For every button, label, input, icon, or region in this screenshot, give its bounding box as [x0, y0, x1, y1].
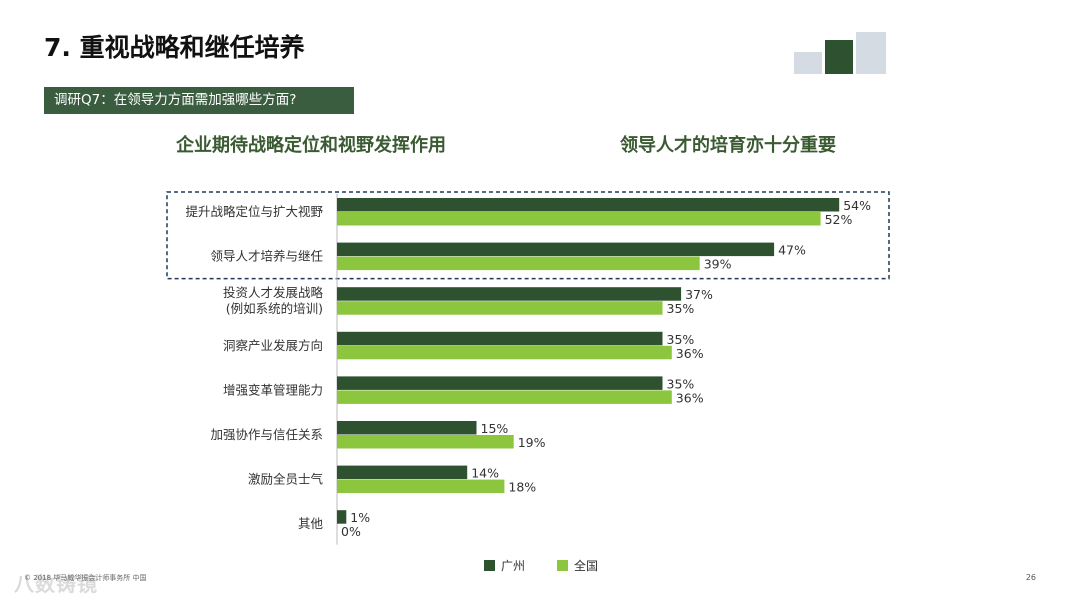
data-label: 18%	[508, 480, 536, 495]
category-label: 投资人才发展战略	[223, 285, 324, 300]
logo-bar-3	[856, 32, 886, 74]
category-label: (例如系统的培训)	[226, 301, 323, 316]
bar-national	[337, 212, 821, 226]
bar-national	[337, 301, 663, 315]
data-label: 35%	[667, 301, 695, 316]
legend-swatch-guangzhou	[484, 560, 495, 571]
data-label: 1%	[350, 510, 370, 525]
data-label: 15%	[481, 421, 509, 436]
chart-legend: 广州 全国	[484, 557, 624, 574]
bar-guangzhou	[337, 242, 775, 257]
data-label: 0%	[341, 524, 361, 539]
bar-guangzhou	[337, 287, 682, 301]
data-label: 36%	[676, 390, 704, 405]
watermark-text: 八数铸镜	[14, 572, 98, 596]
survey-question-banner: 调研Q7：在领导力方面需加强哪些方面?	[44, 87, 354, 114]
category-label: 激励全员士气	[248, 472, 324, 487]
bar-guangzhou	[337, 465, 468, 480]
category-label: 领导人才培养与继任	[210, 249, 323, 264]
bar-national	[337, 345, 672, 360]
category-label: 洞察产业发展方向	[223, 338, 323, 353]
category-label: 加强协作与信任关系	[210, 427, 323, 442]
category-label: 增强变革管理能力	[223, 382, 323, 397]
data-label: 36%	[676, 346, 704, 361]
logo-bar-1	[794, 52, 822, 74]
bar-national	[337, 435, 514, 449]
bar-guangzhou	[337, 198, 840, 212]
legend-label-guangzhou: 广州	[501, 559, 526, 573]
data-label: 47%	[778, 243, 806, 258]
subtitle-right: 领导人才的培育亦十分重要	[620, 135, 836, 156]
data-label: 52%	[825, 212, 853, 227]
highlight-box	[166, 191, 890, 280]
footnote: © 2018 毕马威华振会计师事务所 中国	[24, 574, 147, 582]
category-label: 其他	[298, 516, 324, 531]
data-label: 54%	[843, 198, 871, 213]
page-number: 26	[1025, 573, 1036, 582]
logo-bar-2	[825, 40, 853, 74]
legend-swatch-national	[557, 560, 569, 571]
bar-national	[337, 256, 700, 271]
data-label: 19%	[518, 435, 546, 450]
data-label: 39%	[704, 257, 732, 272]
bar-guangzhou	[337, 510, 347, 524]
bar-chart-logo-icon	[794, 32, 886, 74]
legend-label-national: 全国	[574, 559, 599, 573]
bar-national	[337, 479, 505, 494]
bar-national	[337, 390, 672, 404]
bar-guangzhou	[337, 376, 663, 390]
bar-guangzhou	[337, 421, 477, 435]
data-label: 35%	[667, 332, 695, 347]
legend-item-guangzhou: 广州	[484, 557, 525, 574]
legend-item-national: 全国	[557, 557, 598, 574]
data-label: 35%	[667, 376, 695, 391]
category-label: 提升战略定位与扩大视野	[185, 204, 323, 219]
page-title: 7. 重视战略和继任培养	[44, 33, 305, 62]
data-label: 37%	[685, 287, 713, 302]
data-label: 14%	[471, 466, 499, 481]
subtitle-left: 企业期待战略定位和视野发挥作用	[176, 135, 446, 156]
bar-guangzhou	[337, 331, 663, 346]
